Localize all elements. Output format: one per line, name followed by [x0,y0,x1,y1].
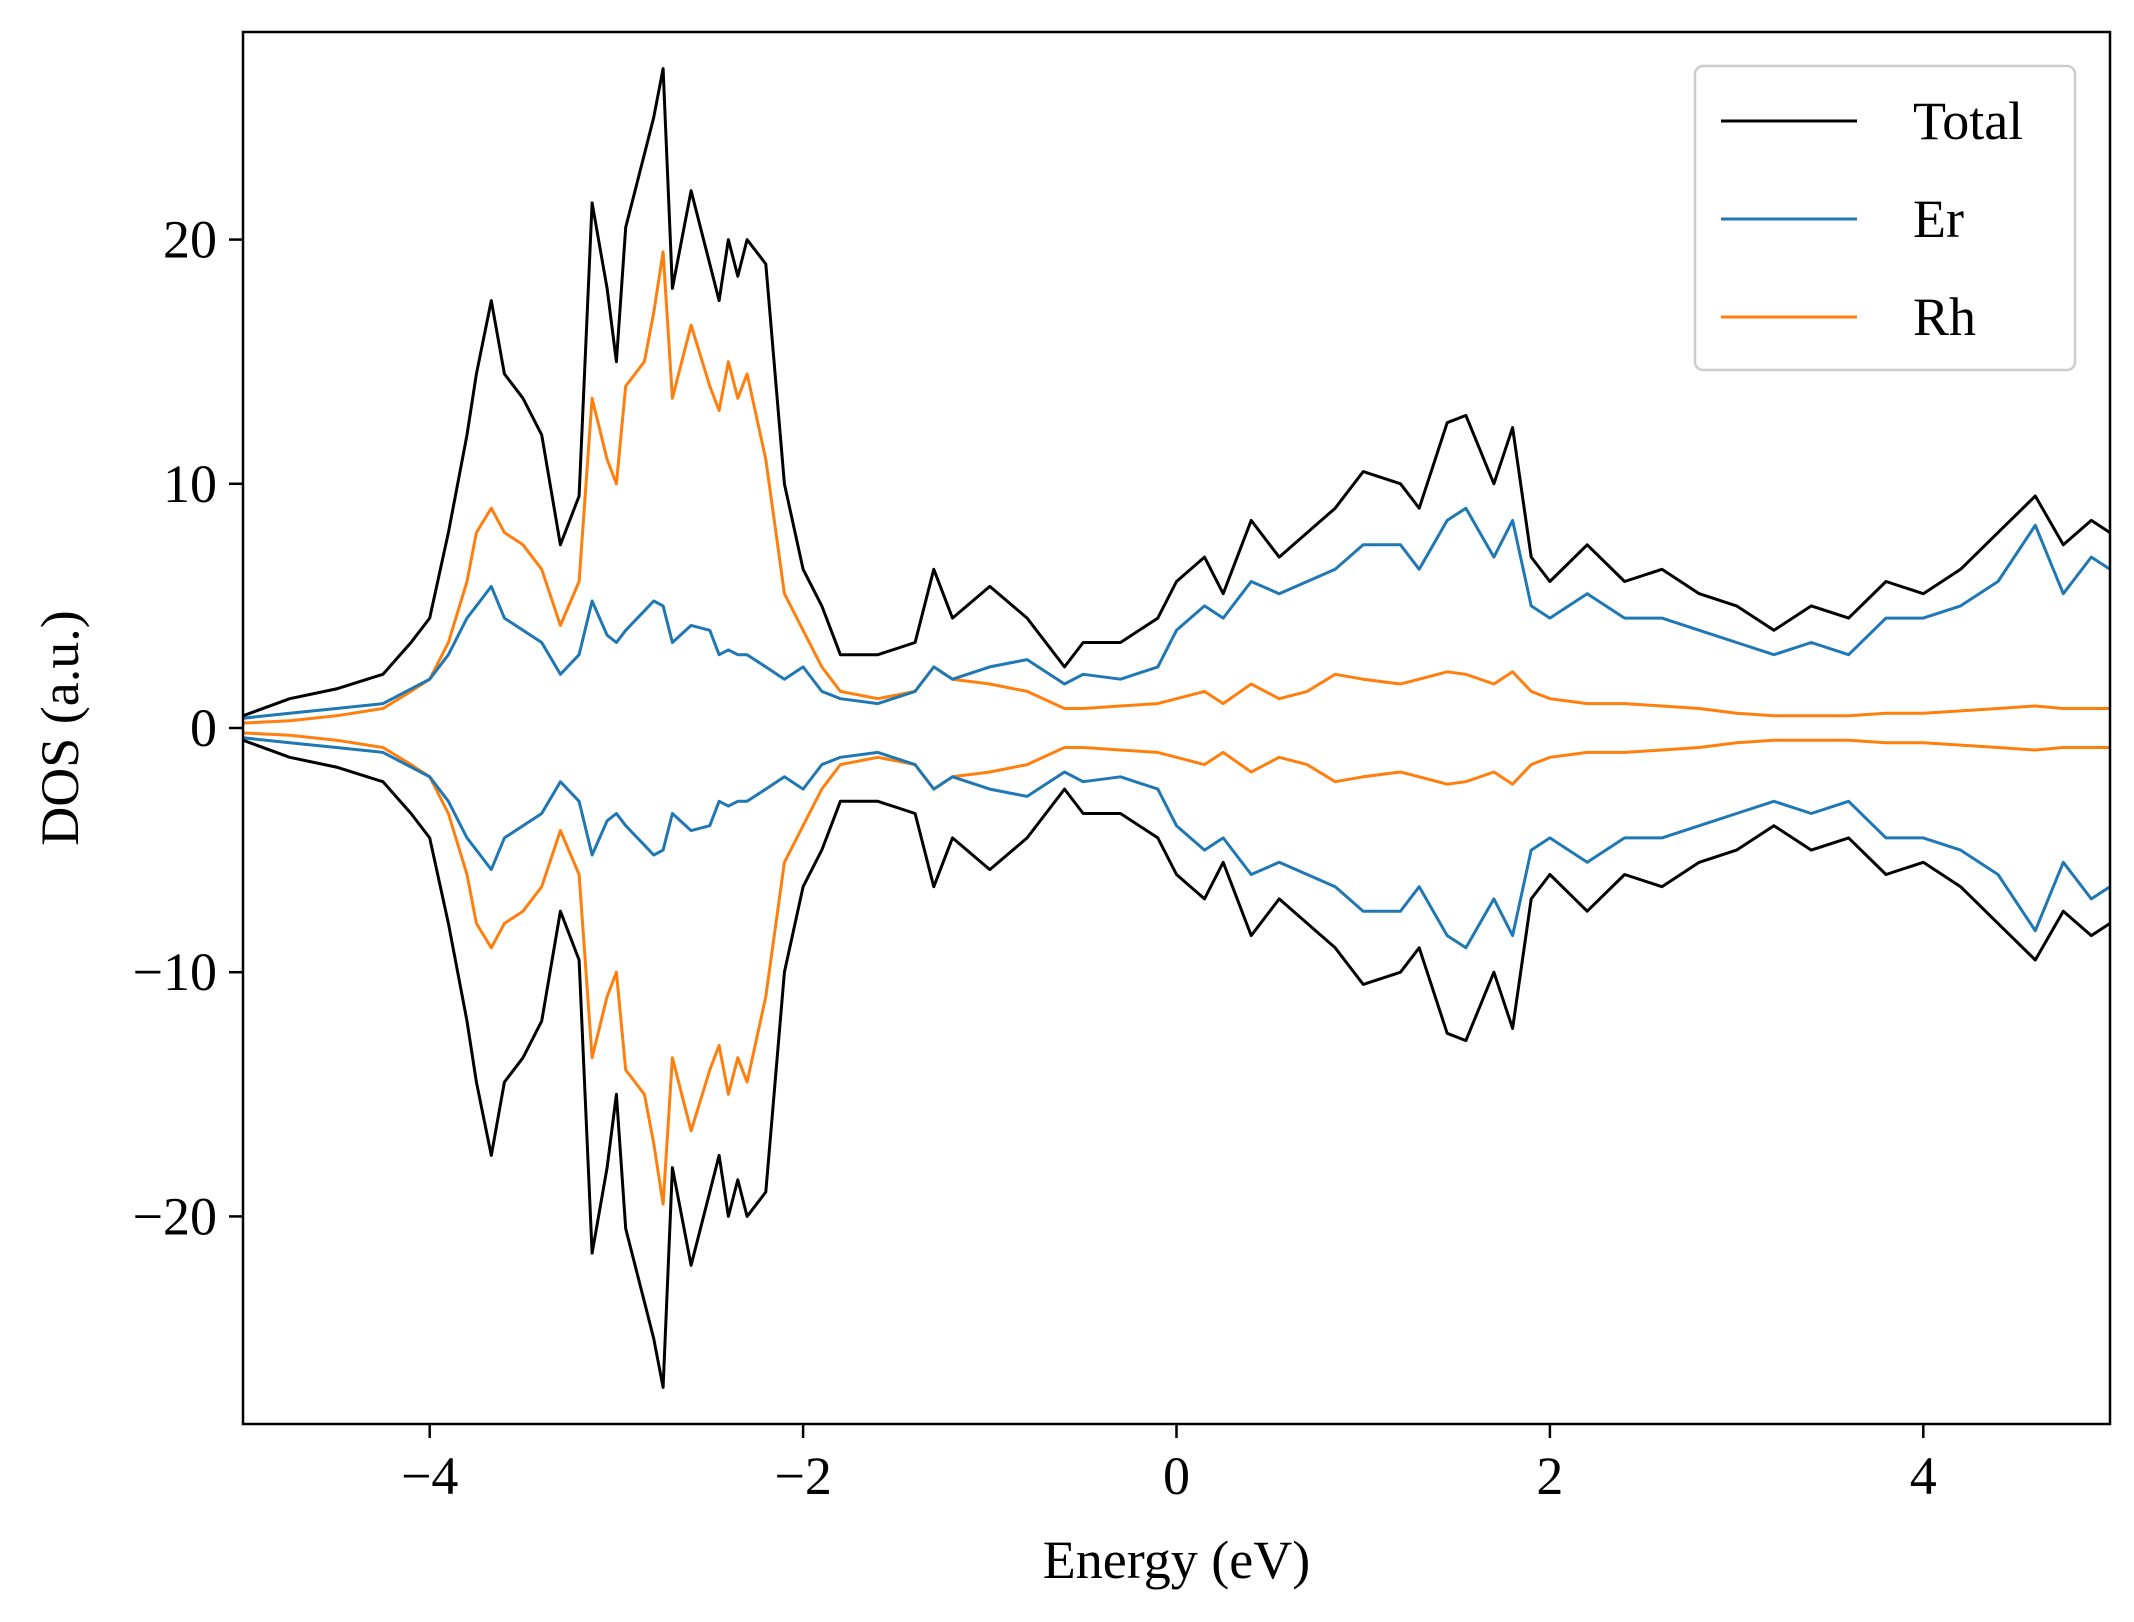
x-tick-label: 2 [1536,1446,1563,1506]
y-tick-label: 20 [163,210,217,270]
x-axis-label: Energy (eV) [1043,1530,1310,1590]
y-tick-label: 10 [163,454,217,514]
x-tick-label: 4 [1910,1446,1937,1506]
series-line-total-up [242,67,2111,718]
series-line-rh-up [242,250,2110,725]
x-tick-label: −4 [401,1446,458,1506]
series-line-er-up [242,506,2111,720]
legend-label-er: Er [1913,189,1964,249]
legend-label-rh: Rh [1913,287,1976,347]
legend-label-total: Total [1913,91,2023,151]
x-tick-label: −2 [774,1446,831,1506]
y-tick-label: 0 [190,698,217,758]
series-line-er-down [242,736,2111,950]
y-axis-label: DOS (a.u.) [30,610,90,845]
series-line-total-down [242,738,2111,1389]
legend-box [1693,64,2077,372]
series-line-rh-down [242,731,2110,1206]
y-tick-label: −10 [133,942,217,1002]
y-tick-label: −20 [133,1186,217,1246]
x-tick-label: 0 [1163,1446,1190,1506]
series-lines [242,67,2111,1389]
legend: Total Er Rh [1693,64,2077,372]
